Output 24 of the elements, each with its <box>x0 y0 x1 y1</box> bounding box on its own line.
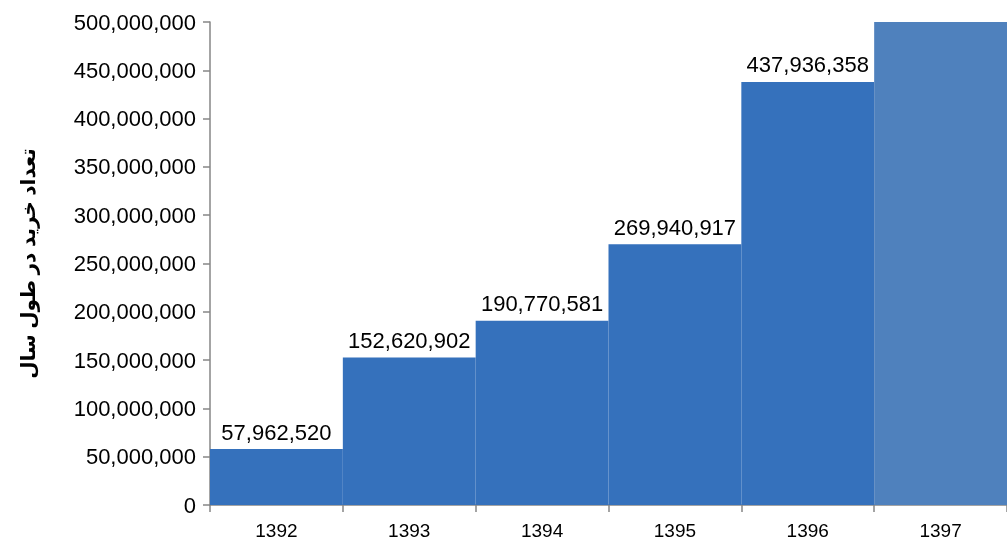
x-tick-label: 1392 <box>255 520 298 541</box>
x-tick-label: 1396 <box>786 520 829 541</box>
bar <box>874 22 1007 505</box>
y-tick-label: 0 <box>183 492 196 518</box>
y-axis-title: تعداد خرید در طول سال <box>17 148 40 379</box>
data-label: 437,936,358 <box>746 52 869 78</box>
data-label: 269,940,917 <box>613 214 737 240</box>
y-tick-label: 200,000,000 <box>73 299 196 325</box>
data-label: 152,620,902 <box>348 328 471 354</box>
x-tick-label: 1394 <box>520 520 564 541</box>
y-tick-label: 50,000,000 <box>85 444 196 470</box>
y-tick-label: 350,000,000 <box>73 154 196 180</box>
y-tick-label: 400,000,000 <box>73 106 196 132</box>
y-tick-label: 450,000,000 <box>73 57 196 83</box>
y-tick-label: 300,000,000 <box>73 202 196 228</box>
y-tick-label: 500,000,000 <box>73 9 196 35</box>
data-label: 57,962,520 <box>221 419 332 445</box>
y-tick-label: 150,000,000 <box>73 347 196 373</box>
y-tick-label: 250,000,000 <box>73 251 196 276</box>
x-tick-label: 1395 <box>653 520 697 541</box>
x-tick-label: 1397 <box>919 520 962 541</box>
data-label: 190,770,581 <box>480 291 604 317</box>
x-tick-label: 1393 <box>388 520 431 541</box>
y-tick-label: 100,000,000 <box>73 395 196 421</box>
